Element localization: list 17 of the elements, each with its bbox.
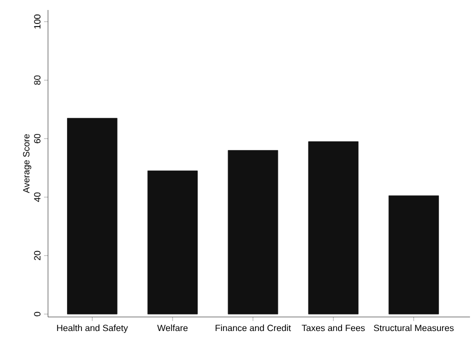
x-tick-label: Welfare — [157, 324, 188, 332]
y-tick-label: 0 — [34, 312, 40, 316]
y-tick-label: 40 — [34, 192, 40, 202]
y-tick-label: 60 — [34, 134, 40, 144]
bar — [67, 118, 118, 314]
x-tick-label: Health and Safety — [57, 324, 128, 333]
bar — [147, 170, 198, 314]
y-axis-title: Average Score — [23, 134, 32, 194]
bar — [228, 150, 278, 314]
x-tick-label: Finance and Credit — [216, 324, 291, 332]
y-tick-label: 80 — [34, 76, 40, 85]
x-tick-label: Taxes and Fees — [302, 324, 365, 332]
bar — [308, 141, 358, 314]
y-tick-label: 100 — [34, 14, 40, 29]
bar — [388, 195, 439, 314]
y-tick-label: 20 — [34, 250, 40, 260]
x-tick-label: Structural Measures — [374, 324, 454, 332]
